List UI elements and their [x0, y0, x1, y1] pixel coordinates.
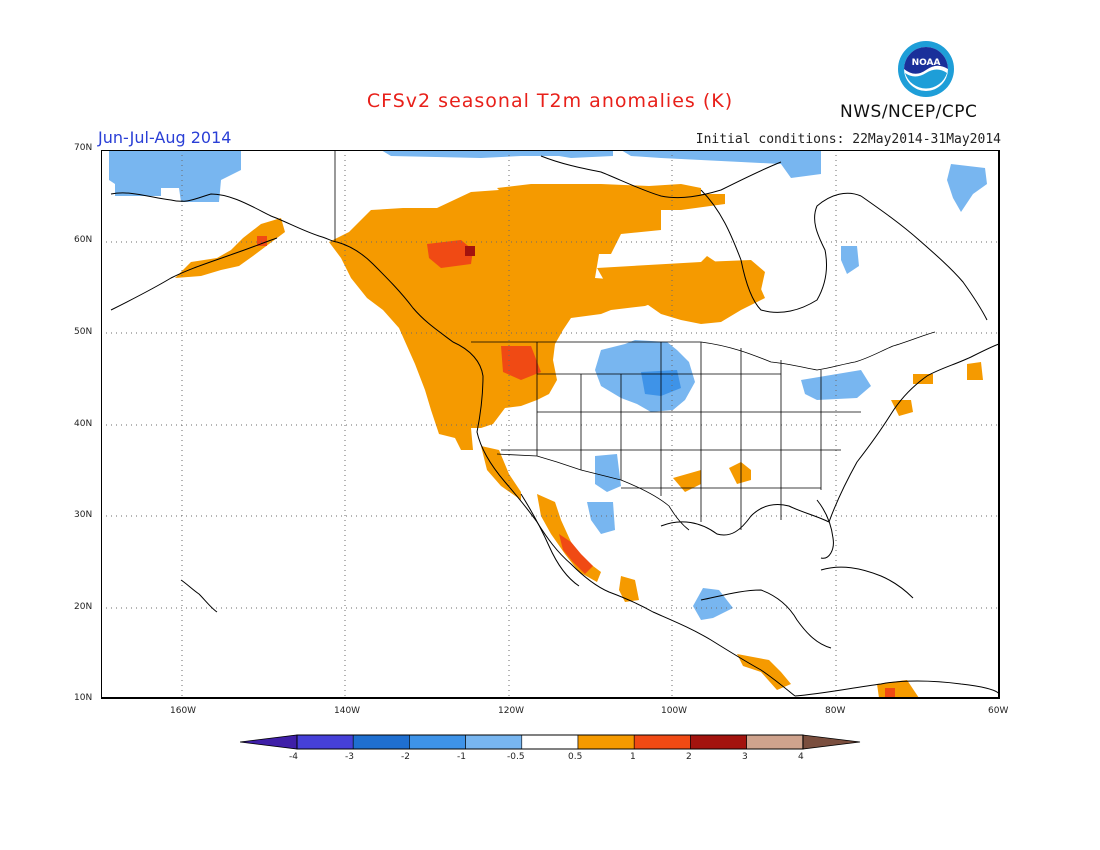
colorbar-segment: [577, 734, 635, 750]
coast-florida: [816, 499, 834, 559]
anomaly-colombia-red: [885, 688, 895, 698]
coast-arctic-islands: [540, 155, 782, 199]
colorbar-segment: [521, 734, 579, 750]
lat-tick-label: 70N: [74, 143, 93, 153]
chart-title: CFSv2 seasonal T2m anomalies (K): [366, 90, 734, 112]
lat-tick-label: 40N: [74, 419, 93, 429]
lon-tick-label: 160W: [170, 706, 197, 716]
colorbar-arrow-low: [240, 734, 298, 750]
anomaly-quebec-cool: [841, 246, 859, 274]
map-frame: [101, 150, 1000, 699]
logo-text: NOAA: [912, 58, 941, 68]
colorbar-tick-label: 1: [630, 752, 636, 762]
coast-yucatan: [700, 589, 832, 649]
coast-atlantic: [828, 343, 1000, 523]
colorbar-tick-label: -1: [457, 752, 466, 762]
colorbar-tick-label: 2: [686, 752, 692, 762]
anomaly-california-coast-warm: [481, 446, 521, 500]
anomaly-mexico-pacific-warm: [619, 576, 639, 602]
coast-alaska: [110, 192, 338, 243]
lat-tick-label: 10N: [74, 693, 93, 703]
colorbar-tick-label: 3: [742, 752, 748, 762]
initial-conditions: Initial conditions: 22May2014-31May2014: [695, 132, 1001, 147]
coast-hudson-bay: [700, 189, 862, 313]
coast-baja: [520, 493, 580, 587]
anomaly-nova-scotia-warm: [967, 362, 983, 380]
lon-tick-label: 60W: [988, 706, 1009, 716]
anomaly-alaska-north-cool: [109, 150, 241, 202]
border-us-mexico: [496, 453, 690, 531]
lat-tick-label: 20N: [74, 602, 93, 612]
colorbar-tick-label: -3: [345, 752, 354, 762]
anomaly-oregon-red: [501, 346, 541, 380]
political-borders: [334, 150, 936, 531]
colorbar-segment: [409, 734, 466, 750]
coastlines: [110, 155, 1000, 697]
lon-tick-label: 100W: [661, 706, 688, 716]
anomaly-map: [101, 150, 1000, 699]
anomaly-alaska-south-warm: [175, 218, 285, 278]
anomaly-gulf-coast-warm: [729, 462, 751, 484]
logo-lower-half: [905, 69, 947, 89]
border-us-canada: [471, 331, 936, 371]
anomaly-arizona-cool: [587, 502, 615, 534]
colorbar-segment: [465, 734, 523, 750]
lat-tick-label: 60N: [74, 235, 93, 245]
lon-tick-label: 120W: [498, 706, 525, 716]
colorbar-arrow-high: [802, 734, 861, 750]
lat-tick-label: 30N: [74, 510, 93, 520]
lon-tick-label: 140W: [334, 706, 361, 716]
anomaly-bc-darkred: [465, 246, 475, 256]
anomaly-hudson-warm: [597, 256, 765, 324]
coast-labrador: [860, 195, 988, 321]
anomaly-arctic-east-cool: [621, 150, 821, 178]
coast-south-america: [794, 680, 1000, 697]
colorbar: [240, 734, 861, 750]
coast-gulf-of-mexico: [660, 503, 830, 536]
colorbar-tick-label: 0.5: [568, 752, 583, 762]
coast-pacific-canada: [336, 241, 796, 697]
anomaly-texas-warm: [673, 470, 701, 492]
colorbar-tick-label: -2: [401, 752, 410, 762]
lat-tick-label: 50N: [74, 327, 93, 337]
anomaly-newengland-warm: [891, 400, 913, 416]
coast-cuba: [820, 566, 914, 599]
lon-tick-label: 80W: [825, 706, 846, 716]
colorbar-segment: [746, 734, 804, 750]
colorbar-segment: [296, 734, 354, 750]
anomaly-bc-red: [427, 240, 473, 268]
anomaly-alaska-red: [257, 236, 267, 246]
logo-upper-half: [904, 47, 948, 74]
colorbar-segment: [690, 734, 747, 750]
anomaly-baja-red: [559, 534, 593, 574]
colorbar-tick-label: -4: [289, 752, 298, 762]
noaa-logo: NOAA: [898, 41, 954, 97]
coast-alaska-peninsula: [110, 237, 278, 311]
colorbar-frame: [296, 734, 804, 750]
colorbar-tick-label: 4: [798, 752, 804, 762]
anomaly-southwest-cool: [595, 454, 621, 492]
anomaly-central-america-cool: [693, 588, 733, 620]
colorbar-segment: [352, 734, 410, 750]
coast-hawaii: [180, 579, 218, 613]
agency-label: NWS/NCEP/CPC: [840, 102, 978, 122]
colorbar-tick-label: -0.5: [507, 752, 525, 762]
anomaly-greenland-cool: [947, 164, 987, 212]
colorbar-segment: [633, 734, 691, 750]
anomaly-arctic-strip-cool: [381, 150, 613, 158]
anomaly-layer: [109, 150, 987, 698]
season-label: Jun-Jul-Aug 2014: [98, 128, 232, 147]
